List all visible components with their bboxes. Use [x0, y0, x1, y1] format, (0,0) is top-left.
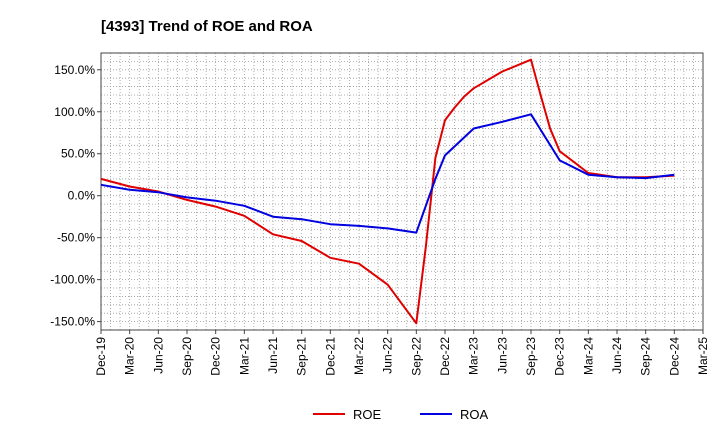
legend: ROE ROA	[313, 407, 489, 422]
x-tick-label: Dec-21	[323, 337, 337, 376]
x-tick-label: Mar-21	[237, 337, 251, 375]
x-tick-label: Sep-23	[524, 337, 538, 376]
y-tick-label: 100.0%	[54, 105, 95, 119]
y-tick-label: -100.0%	[50, 273, 95, 287]
plot-area: 150.0% 100.0% 50.0% 0.0% -50.0% -100.0% -150.0…	[50, 52, 710, 376]
series-line-roa	[100, 113, 675, 234]
x-tick-label: Mar-20	[123, 337, 137, 375]
legend-label-roe: ROE	[353, 407, 382, 422]
x-tick-label: Jun-20	[151, 337, 165, 374]
legend-label-roa: ROA	[460, 407, 489, 422]
x-tick-label: Dec-23	[553, 337, 567, 376]
x-tick-label: Jun-22	[381, 337, 395, 374]
x-tick-label: Sep-24	[639, 337, 653, 376]
x-tick-label: Sep-22	[409, 337, 423, 376]
x-tick-label: Mar-25	[696, 337, 710, 375]
x-tick-label: Mar-23	[467, 337, 481, 375]
series-line-roe	[100, 58, 675, 325]
y-tick-label: 0.0%	[68, 189, 96, 203]
x-tick-label: Dec-24	[667, 337, 681, 376]
chart-title: [4393] Trend of ROE and ROA	[101, 18, 313, 35]
x-tick-label: Dec-19	[94, 337, 108, 376]
x-tick-label: Jun-21	[266, 337, 280, 374]
x-tick-label: Mar-24	[581, 337, 595, 375]
x-tick-label: Jun-24	[610, 337, 624, 374]
y-tick-label: -150.0%	[50, 315, 95, 329]
x-tick-label: Dec-20	[209, 337, 223, 376]
y-tick-label: 50.0%	[61, 147, 95, 161]
x-tick-label: Sep-21	[295, 337, 309, 376]
x-tick-label: Sep-20	[180, 337, 194, 376]
x-tick-label: Dec-22	[438, 337, 452, 376]
y-tick-label: -50.0%	[57, 231, 95, 245]
x-tick-label: Jun-23	[495, 337, 509, 374]
y-tick-label: 150.0%	[54, 63, 95, 77]
plot-frame	[100, 52, 704, 331]
x-tick-label: Mar-22	[352, 337, 366, 375]
plot-background	[101, 53, 703, 330]
